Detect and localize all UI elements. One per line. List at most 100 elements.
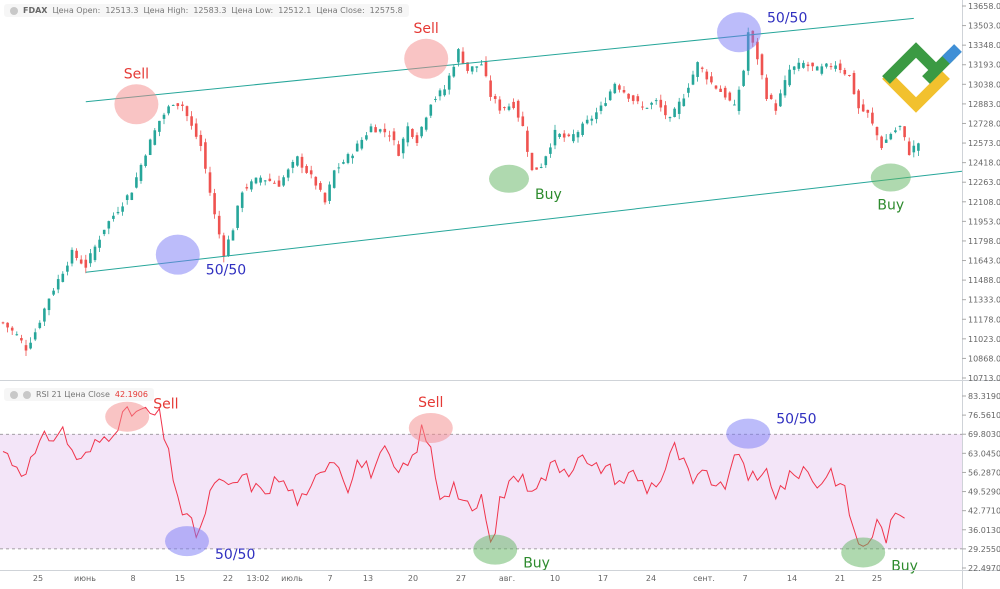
candle-body bbox=[360, 139, 364, 149]
candle-body bbox=[346, 154, 350, 163]
candle-body bbox=[783, 80, 787, 96]
settings-icon[interactable] bbox=[10, 6, 18, 15]
time-tick-label: 14 bbox=[787, 574, 797, 583]
candle-body bbox=[797, 62, 801, 69]
candle-body bbox=[401, 138, 405, 154]
candle-body bbox=[907, 141, 911, 156]
candle-body bbox=[107, 221, 111, 229]
time-tick-label: июль bbox=[281, 574, 303, 583]
candle-body bbox=[245, 187, 249, 189]
candle-body bbox=[337, 167, 341, 169]
candle-body bbox=[880, 136, 883, 149]
candle-body bbox=[66, 265, 69, 272]
candle-body bbox=[691, 74, 695, 85]
candle-body bbox=[760, 54, 764, 76]
candle-body bbox=[696, 62, 699, 77]
candle-body bbox=[208, 172, 212, 193]
candle-body bbox=[737, 89, 741, 111]
candle-body bbox=[581, 123, 584, 135]
candle-body bbox=[700, 67, 704, 69]
channel-line bbox=[85, 170, 963, 273]
annotation-sell-label: Sell bbox=[124, 66, 149, 82]
annotation-sell-label: Sell bbox=[418, 395, 443, 411]
candle-body bbox=[190, 116, 193, 126]
symbol-label: FDAX bbox=[23, 6, 48, 15]
annotation-neutral-marker bbox=[717, 12, 761, 53]
candle-body bbox=[52, 290, 55, 295]
time-tick-label: 22 bbox=[223, 574, 233, 583]
candle-body bbox=[213, 193, 216, 215]
candle-body bbox=[567, 134, 571, 137]
candle-body bbox=[544, 156, 548, 166]
candle-body bbox=[300, 156, 304, 168]
candle-body bbox=[167, 106, 170, 114]
candle-body bbox=[282, 177, 285, 186]
price-tick-label: 11023.0 bbox=[968, 335, 1000, 344]
brand-logo bbox=[882, 42, 962, 113]
candle-body bbox=[641, 106, 644, 108]
candle-body bbox=[857, 90, 860, 109]
rsi-value: 42.1906 bbox=[114, 390, 148, 399]
candle-body bbox=[217, 215, 221, 235]
candle-body bbox=[392, 131, 396, 141]
price-tick-label: 13348.0 bbox=[968, 41, 1000, 50]
close-icon[interactable] bbox=[10, 390, 18, 399]
candle-body bbox=[33, 332, 37, 340]
candle-body bbox=[558, 133, 561, 138]
candle-body bbox=[521, 116, 525, 126]
time-tick-label: 25 bbox=[33, 574, 43, 583]
candle-body bbox=[719, 88, 722, 92]
candle-body bbox=[61, 273, 65, 282]
candle-body bbox=[516, 100, 520, 118]
candle-body bbox=[15, 334, 19, 336]
annotation-sell-marker bbox=[114, 84, 159, 125]
candle-body bbox=[112, 215, 115, 219]
candle-body bbox=[572, 134, 575, 142]
candle-body bbox=[898, 125, 902, 127]
candle-body bbox=[148, 139, 152, 156]
candle-body bbox=[84, 259, 88, 268]
candle-body bbox=[461, 51, 465, 64]
candle-body bbox=[820, 66, 824, 74]
price-tick-label: 13038.0 bbox=[968, 80, 1000, 89]
rsi-legend: RSI 21 Цена Close 42.1906 bbox=[4, 388, 154, 401]
price-tick-label: 13503.0 bbox=[968, 22, 1000, 31]
candle-body bbox=[788, 69, 791, 86]
annotation-buy-label: Buy bbox=[523, 556, 550, 572]
candle-body bbox=[29, 342, 32, 349]
candle-body bbox=[397, 144, 400, 156]
annotation-neutral-label: 50/50 bbox=[206, 263, 246, 279]
time-tick-label: июнь bbox=[74, 574, 96, 583]
candle-body bbox=[774, 103, 778, 111]
rsi-tick-label: 22.4970 bbox=[968, 564, 1000, 573]
candle-body bbox=[493, 96, 497, 99]
candle-body bbox=[627, 93, 630, 99]
candle-body bbox=[852, 72, 856, 95]
candle-body bbox=[668, 117, 672, 119]
candle-body bbox=[116, 211, 120, 214]
candle-body bbox=[70, 249, 74, 264]
candle-body bbox=[121, 206, 124, 212]
candle-body bbox=[443, 89, 446, 96]
price-candles bbox=[1, 27, 920, 357]
candle-body bbox=[250, 181, 253, 190]
candle-body bbox=[894, 130, 897, 133]
annotation-neutral-marker bbox=[155, 234, 200, 275]
candle-body bbox=[530, 152, 534, 171]
price-tick-label: 11178.0 bbox=[968, 315, 1000, 324]
candle-body bbox=[503, 107, 506, 109]
candle-body bbox=[613, 83, 617, 94]
candle-body bbox=[130, 192, 134, 200]
candle-body bbox=[650, 102, 653, 105]
annotation-sell-marker bbox=[404, 38, 449, 79]
candle-body bbox=[889, 133, 893, 140]
time-tick-label: авг. bbox=[499, 574, 515, 583]
settings-icon[interactable] bbox=[23, 390, 31, 399]
annotation-sell-label: Sell bbox=[153, 397, 178, 413]
candle-body bbox=[714, 85, 718, 89]
candle-body bbox=[342, 162, 345, 164]
candle-body bbox=[811, 62, 814, 67]
price-tick-label: 13658.0 bbox=[968, 2, 1000, 11]
